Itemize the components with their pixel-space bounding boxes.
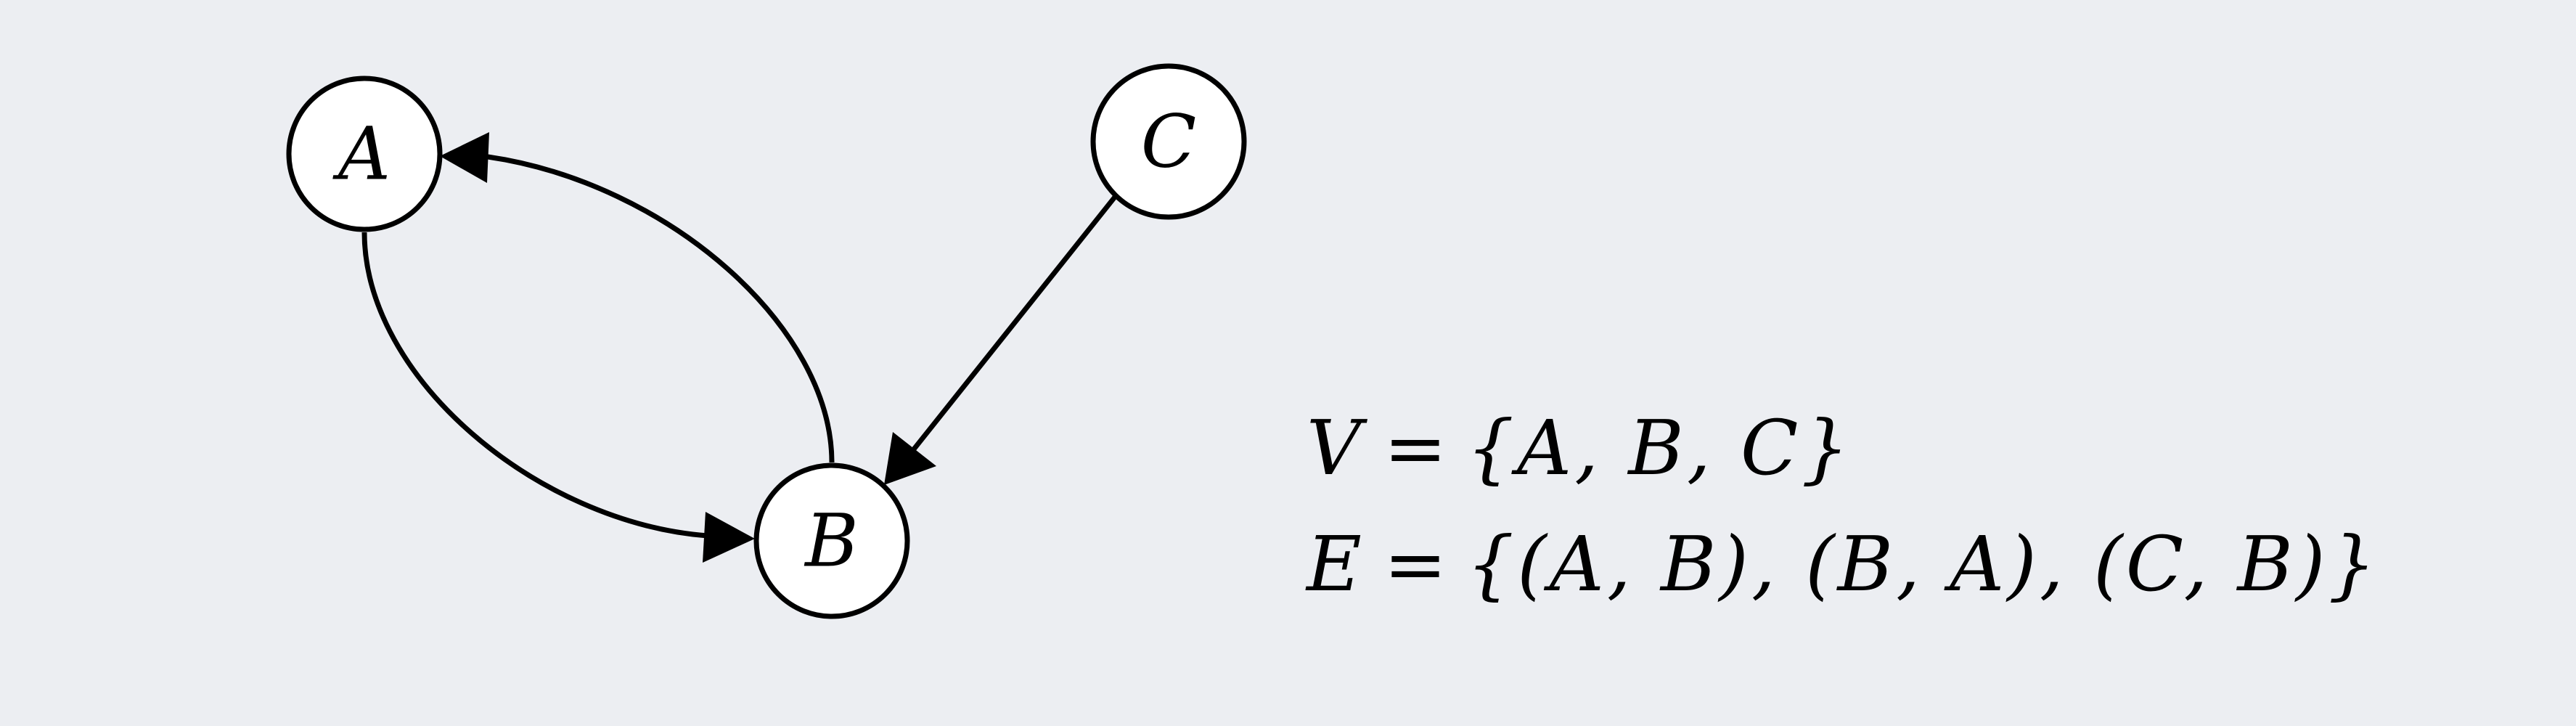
node-b: B — [753, 462, 910, 619]
vertex-set-formula: V = {A, B, C} — [1307, 410, 1852, 486]
node-a: A — [286, 76, 443, 232]
node-b-label: B — [804, 499, 859, 584]
vertex-set-symbol: V — [1307, 404, 1362, 492]
edge-c-to-b — [911, 194, 1118, 452]
vertex-set-equals: = — [1383, 404, 1447, 492]
node-a-circle — [286, 76, 443, 232]
edge-set-equals: = — [1383, 520, 1447, 608]
arrowhead-b-to-a — [440, 132, 489, 183]
arrowhead-c-to-b — [884, 432, 936, 485]
edge-set-formula: E = {(A, B), (B, A), (C, B)} — [1307, 526, 2379, 602]
node-c: C — [1090, 63, 1247, 220]
edge-set-value: {(A, B), (B, A), (C, B)} — [1466, 520, 2379, 608]
vertex-set-value: {A, B, C} — [1466, 404, 1852, 492]
edge-set-symbol: E — [1307, 520, 1362, 608]
edge-b-to-a — [487, 154, 835, 463]
edge-a-to-b — [361, 232, 708, 539]
node-c-label: C — [1141, 99, 1197, 184]
node-b-circle — [753, 462, 910, 619]
node-c-circle — [1090, 63, 1247, 220]
node-a-label: A — [332, 112, 391, 197]
arrowhead-a-to-b — [703, 512, 755, 563]
